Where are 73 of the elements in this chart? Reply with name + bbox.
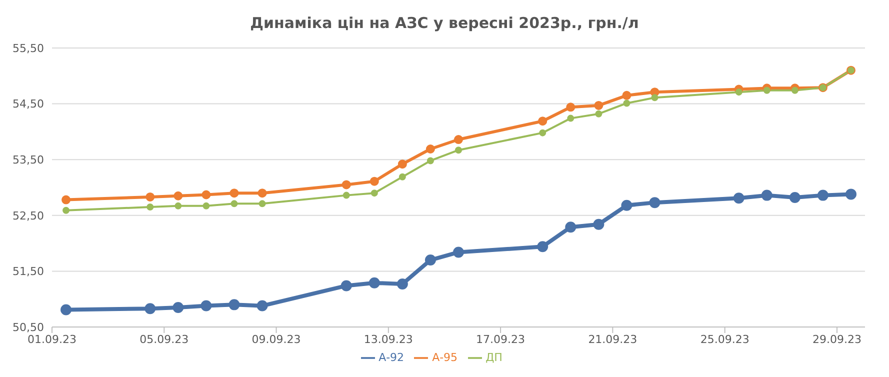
point [342, 180, 351, 190]
point [424, 254, 436, 266]
point [340, 280, 352, 292]
point [453, 246, 464, 258]
point [623, 100, 630, 107]
point [228, 299, 240, 310]
point [791, 86, 798, 94]
y-tick-label: 53,50 [12, 154, 44, 167]
point [566, 102, 576, 112]
point [649, 197, 660, 208]
point [172, 302, 184, 313]
point [538, 116, 548, 126]
legend-label: А-92 [378, 351, 404, 364]
point [258, 188, 267, 198]
point [595, 110, 602, 118]
y-tick-label: 50,50 [12, 320, 44, 334]
point [62, 206, 70, 214]
x-tick-label: 01.09.23 [28, 332, 76, 346]
point [368, 277, 380, 288]
point [398, 173, 406, 180]
point [845, 188, 856, 200]
legend-label: А-95 [432, 351, 458, 364]
x-tick-label: 13.09.23 [364, 332, 413, 346]
point [622, 90, 632, 100]
point [202, 202, 210, 210]
point [426, 157, 434, 164]
point [62, 195, 71, 204]
point [174, 191, 183, 200]
point [202, 190, 211, 200]
x-tick-label: 17.09.23 [476, 332, 526, 346]
point [733, 192, 744, 204]
x-tick-label: 21.09.23 [588, 332, 638, 346]
point [60, 304, 72, 316]
y-tick-label: 52,50 [12, 209, 44, 222]
x-tick-label: 29.09.23 [812, 332, 862, 346]
point [398, 160, 407, 169]
point [258, 200, 266, 208]
point [763, 86, 770, 94]
x-tick-label: 25.09.23 [700, 332, 750, 346]
point [651, 94, 658, 102]
y-tick-label: 51,50 [12, 265, 44, 278]
x-tick-label: 05.09.23 [140, 332, 189, 346]
chart-title: Динаміка цін на АЗС у вересні 2023р., грн./л [249, 13, 640, 34]
point [146, 192, 155, 202]
y-tick-label: 54,50 [12, 98, 44, 111]
point [370, 176, 379, 186]
point [817, 190, 828, 201]
point [761, 190, 772, 201]
point [370, 190, 378, 197]
point [593, 218, 604, 230]
point [594, 100, 604, 110]
point [230, 200, 238, 208]
point [230, 188, 239, 198]
point [539, 129, 546, 136]
point [174, 202, 182, 210]
y-tick-label: 55,50 [12, 42, 44, 55]
point [621, 200, 632, 211]
point [537, 241, 548, 252]
point [567, 114, 574, 122]
point [144, 303, 156, 314]
point [454, 135, 463, 144]
point [342, 192, 350, 199]
point [200, 300, 212, 312]
point [396, 278, 408, 290]
point [146, 204, 154, 211]
legend-label: ДП [486, 351, 502, 364]
point [565, 222, 576, 233]
point [735, 88, 742, 96]
x-tick-label: 09.09.23 [252, 332, 301, 346]
point [455, 146, 462, 154]
point [789, 192, 800, 204]
point [256, 300, 268, 312]
point [426, 144, 435, 154]
